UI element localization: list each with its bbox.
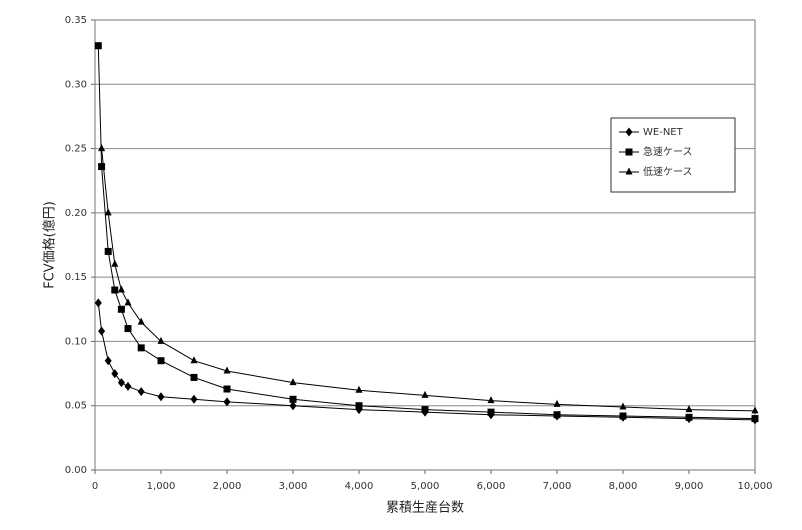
marker	[289, 378, 297, 386]
marker	[137, 387, 145, 397]
y-tick-label: 0.25	[65, 144, 87, 155]
marker	[553, 411, 561, 419]
marker	[190, 373, 198, 381]
marker	[111, 286, 119, 294]
marker	[94, 298, 102, 308]
marker	[98, 144, 106, 152]
x-tick-label: 2,000	[213, 481, 242, 492]
marker	[751, 415, 759, 423]
marker	[751, 406, 759, 414]
x-tick-label: 3,000	[279, 481, 308, 492]
y-axis-title: FCV価格(億円)	[42, 201, 58, 289]
y-tick-label: 0.00	[65, 465, 87, 476]
marker	[157, 336, 165, 344]
x-tick-label: 10,000	[738, 481, 773, 492]
series-line	[97, 45, 756, 420]
marker	[104, 356, 112, 366]
plot-frame	[94, 19, 756, 471]
marker	[124, 298, 132, 306]
marker	[289, 401, 297, 411]
marker	[355, 402, 363, 410]
marker	[625, 148, 633, 156]
marker	[117, 378, 125, 388]
y-tick-label: 0.35	[65, 15, 87, 26]
x-tick-label: 9,000	[675, 481, 704, 492]
x-tick-label: 8,000	[609, 481, 638, 492]
marker	[124, 325, 132, 333]
marker	[117, 305, 125, 313]
marker	[94, 42, 102, 50]
marker	[157, 392, 165, 402]
x-tick-label: 6,000	[477, 481, 506, 492]
marker	[190, 356, 198, 364]
marker	[685, 405, 693, 413]
marker	[98, 163, 106, 171]
marker	[619, 402, 627, 410]
marker	[355, 385, 363, 393]
marker	[625, 167, 633, 175]
marker	[137, 317, 145, 325]
marker	[98, 326, 106, 336]
marker	[137, 344, 145, 352]
y-tick-label: 0.20	[65, 208, 87, 219]
legend-label: WE-NET	[643, 127, 684, 138]
marker	[190, 394, 198, 404]
marker	[553, 399, 561, 407]
marker	[104, 208, 112, 216]
marker	[289, 395, 297, 403]
marker	[223, 366, 231, 374]
marker	[487, 396, 495, 404]
x-tick-label: 7,000	[543, 481, 572, 492]
marker	[421, 406, 429, 414]
x-axis-title: 累積生産台数	[386, 500, 464, 516]
marker	[625, 127, 633, 137]
marker	[117, 285, 125, 293]
marker	[157, 357, 165, 365]
marker	[619, 412, 627, 420]
marker	[104, 247, 112, 255]
legend-label: 急速ケース	[643, 145, 693, 158]
y-tick-label: 0.30	[65, 79, 87, 90]
marker	[487, 408, 495, 416]
marker	[111, 259, 119, 267]
x-tick-label: 5,000	[411, 481, 440, 492]
y-tick-label: 0.05	[65, 401, 87, 412]
legend-label: 低速ケース	[643, 165, 693, 178]
marker	[111, 369, 119, 379]
y-tick-label: 0.15	[65, 272, 87, 283]
x-tick-label: 4,000	[345, 481, 374, 492]
marker	[421, 390, 429, 398]
marker	[124, 381, 132, 391]
marker	[223, 397, 231, 407]
marker	[685, 413, 693, 421]
marker	[223, 385, 231, 393]
y-tick-label: 0.10	[65, 336, 87, 347]
x-tick-label: 0	[92, 481, 98, 492]
x-tick-label: 1,000	[147, 481, 176, 492]
